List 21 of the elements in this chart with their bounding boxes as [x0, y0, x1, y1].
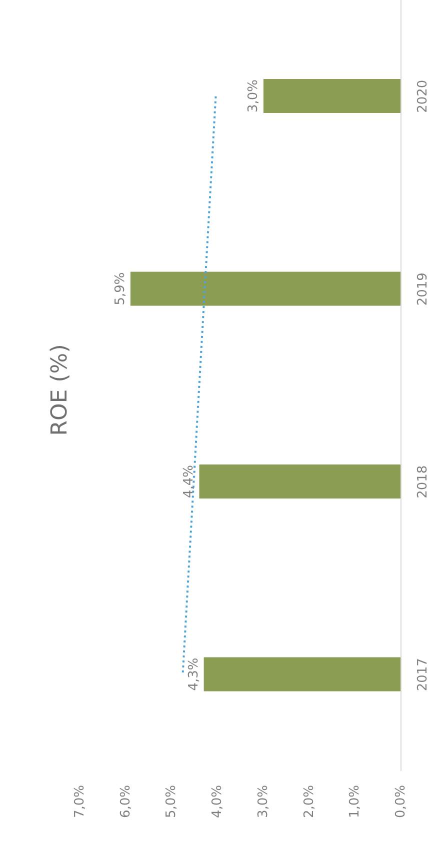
data-label: 5,9%: [112, 272, 128, 306]
text: ROE (%): [48, 344, 72, 436]
x-tick-label: 3,0%: [256, 785, 271, 818]
data-label: 3,0%: [246, 79, 261, 113]
bar: [204, 657, 401, 692]
data-label: 4,3%: [186, 658, 202, 691]
x-tick-label: 1,0%: [348, 785, 363, 818]
bar: [130, 272, 401, 306]
bar: [199, 464, 401, 498]
bar: [263, 79, 401, 113]
data-label: 4,4%: [182, 464, 197, 498]
y-tick-label: 2018: [416, 465, 430, 498]
x-tick-label: 6,0%: [118, 785, 134, 818]
x-tick-label: 2,0%: [302, 785, 317, 818]
y-tick-label: 2020: [416, 80, 430, 113]
x-tick-label: 5,0%: [164, 785, 180, 818]
y-tick-label: 2019: [416, 272, 430, 306]
x-tick-label: 4,0%: [210, 785, 226, 818]
x-tick-label: 0,0%: [394, 785, 408, 818]
y-tick-label: 2017: [416, 658, 430, 692]
x-tick-label: 7,0%: [72, 785, 88, 818]
